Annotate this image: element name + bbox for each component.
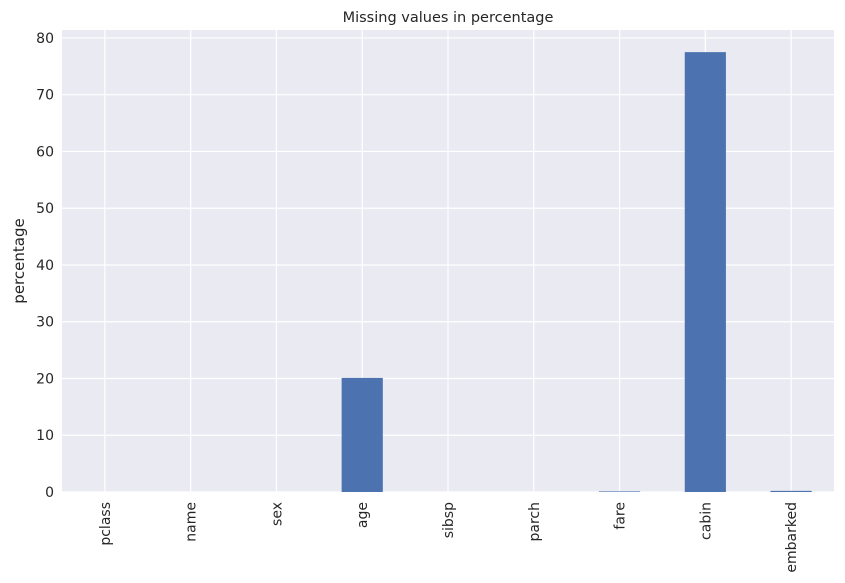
y-tick-labels: 0 10 20 30 40 50 60 70 80: [36, 31, 54, 501]
x-tick-labels: pclass name sex age sibsp parch fare cabin embar…: [98, 502, 800, 573]
y-tick-label: 20: [36, 371, 54, 387]
x-tick-label: sex: [269, 502, 285, 526]
bars: [341, 52, 812, 493]
y-tick-label: 40: [36, 258, 54, 274]
bar-cabin: [684, 52, 726, 493]
x-tick-label: cabin: [698, 502, 714, 540]
y-tick-label: 50: [36, 201, 54, 217]
x-tick-label: fare: [613, 502, 629, 530]
x-tick-label: name: [184, 502, 200, 542]
x-tick-label: embarked: [784, 502, 800, 573]
y-tick-label: 80: [36, 31, 54, 47]
y-tick-label: 60: [36, 144, 54, 160]
x-tick-label: pclass: [98, 502, 114, 546]
y-tick-label: 0: [45, 485, 54, 501]
chart-title: Missing values in percentage: [343, 10, 554, 26]
bar-embarked: [770, 490, 812, 492]
bar-age: [341, 377, 383, 492]
x-tick-label: parch: [527, 502, 543, 541]
y-tick-label: 10: [36, 428, 54, 444]
x-tick-label: age: [355, 502, 371, 528]
y-axis-label: percentage: [10, 218, 28, 303]
y-tick-label: 30: [36, 315, 54, 331]
grid-lines: [62, 30, 834, 493]
x-tick-label: sibsp: [441, 502, 457, 538]
bar-fare: [598, 491, 641, 492]
y-tick-label: 70: [36, 88, 54, 104]
